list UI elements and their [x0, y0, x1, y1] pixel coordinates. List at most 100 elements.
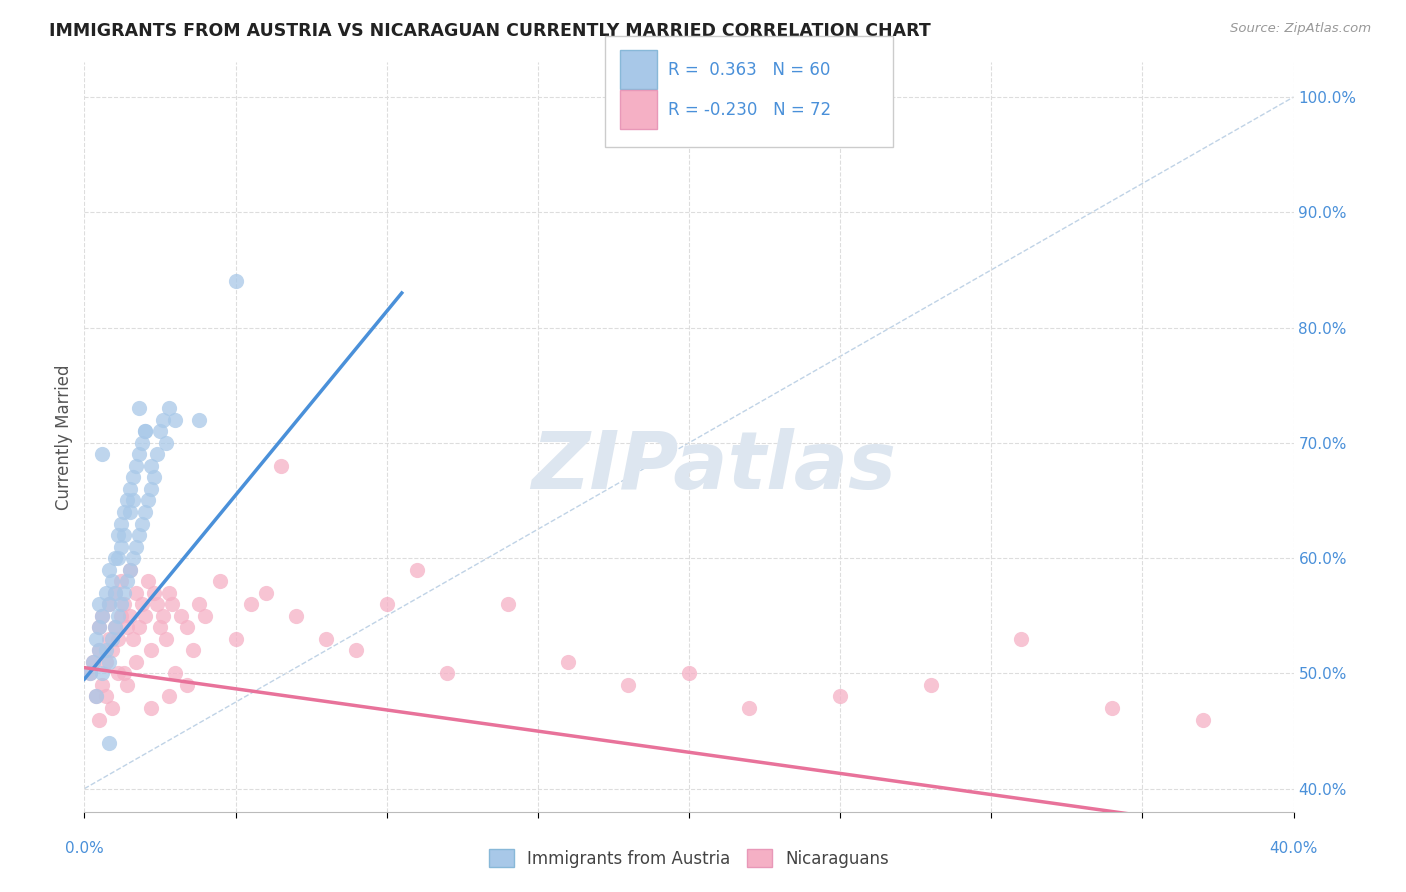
Point: [110, 540, 132, 554]
Point: [121, 551, 143, 566]
Point: [79, 666, 101, 681]
Point: [225, 275, 247, 289]
Point: [82, 655, 104, 669]
Point: [134, 505, 156, 519]
Point: [165, 666, 187, 681]
Point: [194, 608, 217, 623]
Point: [118, 482, 141, 496]
Point: [100, 643, 122, 657]
Point: [89, 597, 111, 611]
Point: [115, 493, 138, 508]
Point: [110, 608, 132, 623]
Point: [94, 655, 117, 669]
Point: [157, 401, 180, 416]
Text: R = -0.230   N = 72: R = -0.230 N = 72: [668, 101, 831, 119]
Point: [97, 597, 120, 611]
Point: [146, 597, 169, 611]
Point: [157, 690, 180, 704]
Point: [209, 574, 232, 589]
Text: IMMIGRANTS FROM AUSTRIA VS NICARAGUAN CURRENTLY MARRIED CORRELATION CHART: IMMIGRANTS FROM AUSTRIA VS NICARAGUAN CU…: [49, 22, 931, 40]
Point: [146, 447, 169, 461]
Point: [115, 574, 138, 589]
Point: [617, 678, 640, 692]
Point: [107, 632, 129, 646]
Point: [89, 620, 111, 634]
Point: [94, 585, 117, 599]
Point: [830, 690, 852, 704]
Point: [82, 655, 104, 669]
Point: [131, 597, 153, 611]
Point: [139, 458, 162, 473]
Point: [139, 643, 162, 657]
Point: [149, 620, 172, 634]
Point: [91, 608, 114, 623]
Point: [94, 690, 117, 704]
Point: [115, 620, 138, 634]
Point: [131, 516, 153, 531]
Point: [406, 563, 429, 577]
Point: [86, 690, 108, 704]
Point: [176, 620, 198, 634]
Point: [128, 528, 150, 542]
Point: [97, 632, 120, 646]
Point: [100, 632, 122, 646]
Point: [136, 493, 159, 508]
Point: [107, 608, 129, 623]
Point: [104, 585, 127, 599]
Point: [91, 666, 114, 681]
Point: [139, 482, 162, 496]
Point: [110, 516, 132, 531]
Point: [170, 608, 193, 623]
Point: [118, 563, 141, 577]
Point: [1192, 713, 1215, 727]
Point: [91, 678, 114, 692]
Point: [436, 666, 458, 681]
Point: [121, 493, 143, 508]
Point: [91, 608, 114, 623]
Point: [315, 632, 337, 646]
Text: Source: ZipAtlas.com: Source: ZipAtlas.com: [1230, 22, 1371, 36]
Point: [155, 435, 177, 450]
Point: [112, 666, 135, 681]
Point: [125, 458, 148, 473]
Point: [346, 643, 368, 657]
Point: [89, 713, 111, 727]
Point: [125, 585, 148, 599]
Point: [188, 413, 211, 427]
Point: [107, 528, 129, 542]
Point: [155, 632, 177, 646]
Point: [121, 632, 143, 646]
Point: [181, 643, 204, 657]
Point: [125, 540, 148, 554]
Point: [86, 632, 108, 646]
Text: R =  0.363   N = 60: R = 0.363 N = 60: [668, 61, 830, 78]
Point: [97, 563, 120, 577]
Point: [107, 551, 129, 566]
Point: [165, 413, 187, 427]
Point: [104, 585, 127, 599]
Point: [176, 678, 198, 692]
Point: [149, 425, 172, 439]
Point: [139, 701, 162, 715]
Point: [239, 597, 262, 611]
Point: [110, 597, 132, 611]
Y-axis label: Currently Married: Currently Married: [55, 364, 73, 510]
Legend: Immigrants from Austria, Nicaraguans: Immigrants from Austria, Nicaraguans: [482, 843, 896, 874]
Point: [104, 620, 127, 634]
Point: [118, 505, 141, 519]
Point: [142, 585, 165, 599]
Point: [107, 666, 129, 681]
Point: [152, 608, 174, 623]
Text: 40.0%: 40.0%: [1270, 840, 1317, 855]
Point: [100, 574, 122, 589]
Point: [115, 678, 138, 692]
Point: [496, 597, 519, 611]
Point: [112, 597, 135, 611]
Point: [112, 528, 135, 542]
Point: [131, 435, 153, 450]
Point: [91, 447, 114, 461]
Point: [121, 470, 143, 484]
Point: [104, 551, 127, 566]
Point: [112, 585, 135, 599]
Point: [110, 574, 132, 589]
